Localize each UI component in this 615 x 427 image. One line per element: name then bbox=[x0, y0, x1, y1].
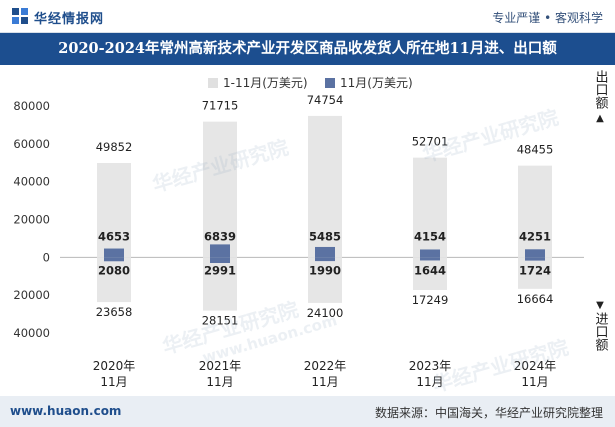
data-label-month-export: 4653 bbox=[98, 229, 130, 243]
x-tick-label-year: 2024年 bbox=[514, 359, 557, 373]
data-label-ytd-export: 48455 bbox=[517, 143, 554, 157]
bar-month-export bbox=[315, 246, 335, 258]
legend-swatch-ytd bbox=[208, 77, 218, 88]
bar-ytd-export bbox=[203, 121, 237, 258]
bar-ytd-export bbox=[413, 157, 447, 258]
top-bar: 华经情报网 专业严谨 • 客观科学 bbox=[0, 0, 615, 33]
header-slogan: 专业严谨 • 客观科学 bbox=[492, 11, 603, 25]
legend-item-ytd[interactable]: 1-11月(万美元) bbox=[208, 74, 308, 91]
x-tick-label-month: 11月 bbox=[311, 375, 338, 389]
y-tick-label: 20000 bbox=[13, 213, 50, 227]
bar-ytd-import bbox=[518, 257, 552, 289]
legend-label-ytd: 1-11月(万美元) bbox=[223, 76, 308, 90]
chart-legend: 1-11月(万美元) 11月(万美元) bbox=[0, 74, 615, 92]
data-label-ytd-export: 52701 bbox=[412, 135, 449, 149]
data-label-month-import: 1644 bbox=[414, 263, 446, 277]
bar-month-import bbox=[104, 257, 124, 262]
chart-area: 80000 60000 40000 20000 0 20000 40000 49852 2365… bbox=[13, 93, 584, 389]
data-label-ytd-export: 74754 bbox=[307, 93, 344, 107]
import-axis-text: 进口额 bbox=[592, 312, 608, 351]
brand-name: 华经情报网 bbox=[34, 12, 105, 27]
bar-month-export bbox=[525, 249, 545, 258]
footer-website-link[interactable]: www.huaon.com bbox=[10, 404, 122, 418]
data-label-month-export: 5485 bbox=[309, 229, 341, 243]
data-label-month-export: 6839 bbox=[204, 229, 236, 243]
bar-ytd-import bbox=[97, 257, 131, 303]
legend-swatch-month bbox=[325, 77, 335, 88]
x-tick-label-month: 11月 bbox=[521, 375, 548, 389]
y-tick-label: 40000 bbox=[13, 326, 50, 340]
bar-ytd-import bbox=[413, 257, 447, 290]
title-bar: 2020-2024年常州高新技术产业开发区商品收发货人所在地11月进、出口额 bbox=[0, 33, 615, 65]
import-axis-label: ▼ 进口额 bbox=[592, 300, 608, 355]
brand-logo-icon bbox=[12, 8, 28, 24]
y-tick-label: 0 bbox=[43, 250, 50, 264]
data-label-ytd-import: 28151 bbox=[202, 314, 239, 328]
data-label-ytd-import: 16664 bbox=[517, 292, 554, 306]
data-label-month-export: 4154 bbox=[414, 229, 446, 243]
down-arrow-icon: ▼ bbox=[596, 300, 604, 311]
y-tick-label: 80000 bbox=[13, 99, 50, 113]
data-label-month-import: 1990 bbox=[309, 263, 341, 277]
y-tick-label: 60000 bbox=[13, 137, 50, 151]
bar-month-import bbox=[420, 257, 440, 261]
data-label-ytd-import: 23658 bbox=[96, 305, 133, 319]
x-tick-label-year: 2022年 bbox=[304, 359, 347, 373]
data-label-month-import: 1724 bbox=[519, 263, 551, 277]
legend-label-month: 11月(万美元) bbox=[340, 76, 413, 90]
bar-month-export bbox=[420, 249, 440, 258]
export-axis-text: 出口额 bbox=[592, 70, 608, 109]
bar-month-export bbox=[210, 244, 230, 258]
x-tick-label-year: 2020年 bbox=[93, 359, 136, 373]
data-label-month-export: 4251 bbox=[519, 229, 551, 243]
bar-ytd-export bbox=[518, 165, 552, 258]
data-label-ytd-export: 49852 bbox=[96, 140, 133, 154]
data-label-ytd-import: 24100 bbox=[307, 306, 344, 320]
bar-month-import bbox=[315, 257, 335, 262]
x-tick-label-month: 11月 bbox=[206, 375, 233, 389]
bar-ytd-export bbox=[308, 115, 342, 258]
footer-source: 数据来源：中国海关，华经产业研究院整理 bbox=[374, 406, 603, 420]
bar-month-import bbox=[210, 257, 230, 263]
bar-month-export bbox=[104, 248, 124, 258]
bar-month-import bbox=[525, 257, 545, 261]
x-tick-label-year: 2021年 bbox=[199, 359, 242, 373]
bar-ytd-import bbox=[308, 257, 342, 303]
x-tick-label-month: 11月 bbox=[100, 375, 127, 389]
data-label-month-import: 2080 bbox=[98, 263, 130, 277]
footer-bar: www.huaon.com 数据来源：中国海关，华经产业研究院整理 bbox=[0, 396, 615, 427]
export-axis-label: 出口额 ▲ bbox=[592, 70, 608, 125]
data-label-ytd-import: 17249 bbox=[412, 293, 449, 307]
up-arrow-icon: ▲ bbox=[596, 113, 604, 124]
chart-title: 2020-2024年常州高新技术产业开发区商品收发货人所在地11月进、出口额 bbox=[58, 40, 557, 57]
bar-ytd-import bbox=[203, 257, 237, 311]
bar-ytd-export bbox=[97, 163, 131, 258]
x-tick-label-month: 11月 bbox=[416, 375, 443, 389]
data-label-ytd-export: 71715 bbox=[202, 99, 239, 113]
legend-item-month[interactable]: 11月(万美元) bbox=[325, 74, 413, 91]
y-tick-label: 20000 bbox=[13, 288, 50, 302]
data-label-month-import: 2991 bbox=[204, 263, 236, 277]
y-tick-label: 40000 bbox=[13, 175, 50, 189]
x-tick-label-year: 2023年 bbox=[409, 359, 452, 373]
